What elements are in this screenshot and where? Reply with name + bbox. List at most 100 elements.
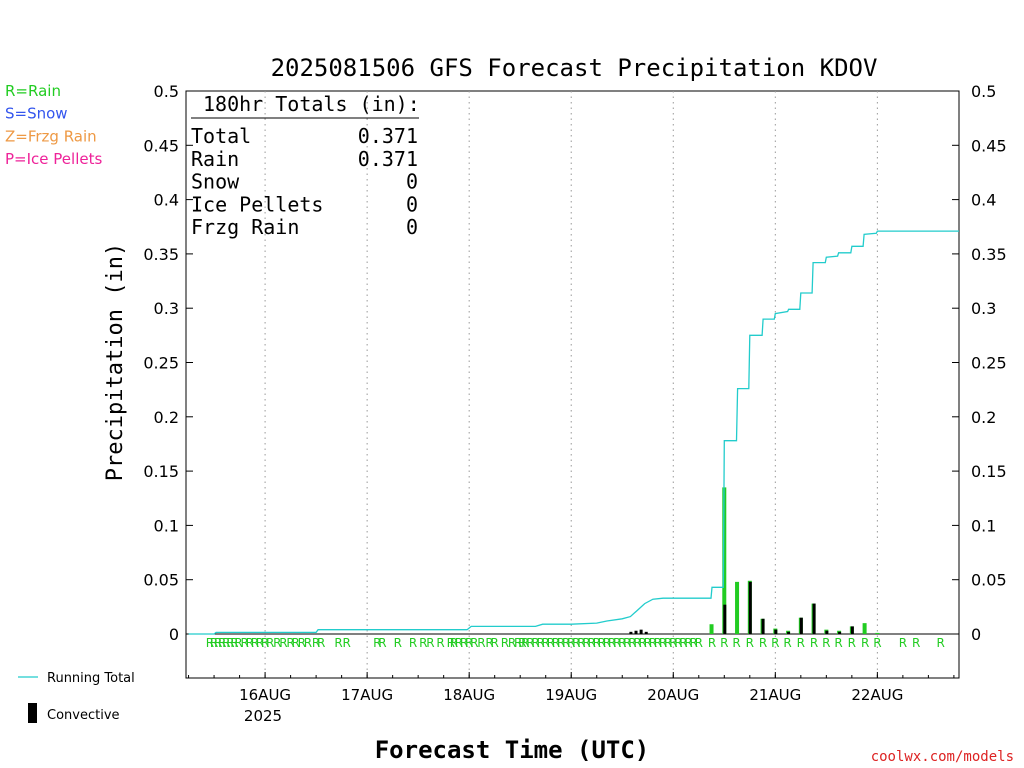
rain-marker: R [552,636,560,650]
rain-marker: R [450,636,458,650]
convective-legend-label: Convective [47,708,120,723]
totals-row-value: 0 [406,215,418,239]
x-tick-label: 18AUG [443,686,495,704]
rain-bar [862,623,867,634]
rain-marker: R [912,636,920,650]
rain-marker: R [899,636,907,650]
rain-marker: R [501,636,509,650]
rain-marker: R [861,636,869,650]
rain-marker: R [708,636,716,650]
y-tick-label-left: 0.35 [143,245,179,264]
running-total-legend-label: Running Total [47,671,135,686]
rain-marker: R [230,636,238,650]
rain-marker: R [334,636,342,650]
rain-marker: R [783,636,791,650]
rain-marker: R [598,636,606,650]
y-axis-right-ticks: 0 0.05 0.1 0.15 0.2 0.25 0.3 0.35 0.4 0.45 0.5 [952,82,1007,644]
precip-type-legend: R=Rain S=Snow Z=Frzg Rain P=Ice Pellets [5,82,102,168]
precip-type-legend-item: Z=Frzg Rain [5,127,97,145]
y-tick-label-right: 0.3 [971,299,996,318]
rain-marker: R [298,636,306,650]
convective-bar [812,603,816,634]
totals-row-value: 0 [406,192,418,216]
rain-marker: R [521,636,529,650]
convective-bar [838,631,842,634]
y-tick-label-left: 0.5 [154,82,179,101]
rain-marker: R [695,636,703,650]
y-tick-label-right: 0.05 [971,571,1007,590]
rain-bar [735,581,740,634]
rain-marker: R [460,636,468,650]
rain-marker: R [312,636,320,650]
rain-marker: R [485,636,493,650]
convective-bar [774,629,778,634]
rain-marker: R [226,636,234,650]
y-tick-label-left: 0.4 [154,191,179,210]
rain-marker: R [848,636,856,650]
rain-marker: R [771,636,779,650]
y-tick-label-right: 0.15 [971,462,1007,481]
rain-marker: R [292,636,300,650]
x-tick-label: 16AUG [239,686,291,704]
convective-bar [825,630,829,634]
rain-marker: R [557,636,565,650]
rain-bar [722,487,727,634]
plot-frame [185,90,960,679]
convective-bar [761,618,765,634]
rain-marker: R [447,636,455,650]
x-tick-label: 17AUG [341,686,393,704]
rain-marker: R [378,636,386,650]
chart-title: 2025081506 GFS Forecast Precipitation KD… [271,54,878,82]
convective-bar [629,631,633,634]
rain-marker: R [518,636,526,650]
rain-marker: R [638,636,646,650]
convective-bar [787,631,791,634]
rain-marker: R [623,636,631,650]
x-axis-label: Forecast Time (UTC) [375,736,650,764]
rain-marker: R [608,636,616,650]
convective-bars [629,581,854,634]
year-label: 2025 [244,707,282,725]
rain-marker: R [834,636,842,650]
bottom-legend: Running Total Convective [18,671,135,723]
totals-row-value: 0.371 [358,147,418,171]
rain-marker: R [394,636,402,650]
y-tick-label-left: 0.05 [143,571,179,590]
rain-marker: R [732,636,740,650]
rain-marker: R [567,636,575,650]
convective-bar [644,631,648,634]
x-tick-label: 20AUG [647,686,699,704]
y-tick-label-left: 0.15 [143,462,179,481]
precip-type-legend-item: P=Ice Pellets [5,150,102,168]
y-axis-left-ticks: 0 0.05 0.1 0.15 0.2 0.25 0.3 0.35 0.4 0.45 0.5 [143,82,193,644]
rain-marker: R [526,636,534,650]
rain-bar [709,624,714,634]
totals-row-label: Ice Pellets [191,192,323,216]
rain-marker: R [508,636,516,650]
running-total-line [188,230,959,635]
rain-marker: R [214,636,222,650]
rain-marker: R [664,636,672,650]
y-tick-label-right: 0.35 [971,245,1007,264]
rain-marker: R [256,636,264,650]
credit-text: coolwx.com/models [871,749,1014,765]
y-axis-label: Precipitation (in) [103,243,128,481]
rain-marker: R [593,636,601,650]
rain-marker: R [261,636,269,650]
rain-marker: R [246,636,254,650]
rain-marker: R [562,636,570,650]
rain-marker: R [266,636,274,650]
totals-row-label: Frzg Rain [191,215,299,239]
rain-marker: R [720,636,728,650]
rain-marker: R [455,636,463,650]
convective-bar [748,581,752,634]
totals-row-label: Snow [191,170,240,194]
y-tick-label-left: 0.3 [154,299,179,318]
y-tick-label-right: 0.2 [971,408,996,427]
rain-marker: R [436,636,444,650]
y-tick-label-right: 0 [971,625,981,644]
day-gridlines [264,91,878,678]
rain-marker: R [628,636,636,650]
